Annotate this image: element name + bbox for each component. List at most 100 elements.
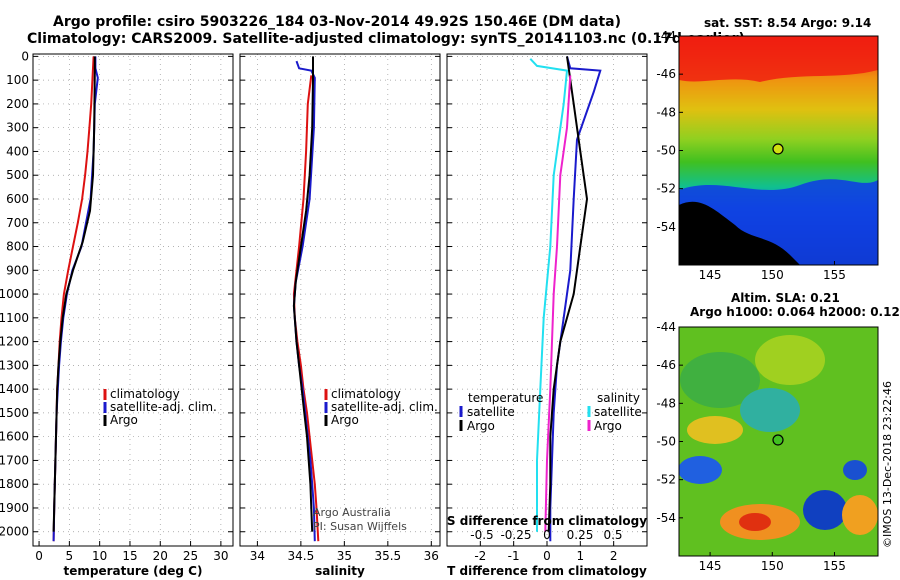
y-tick-label: 1800 [0,477,29,491]
legend-title-salinity: salinity [597,391,640,405]
sst-map-title: sat. SST: 8.54 Argo: 9.14 [704,16,871,30]
y-tick-label: 800 [6,240,29,254]
y-tick-label: 1400 [0,382,29,396]
series-line-t-argo [547,56,589,532]
x-tick-label: 20 [153,549,168,563]
x-tick-label-salinity: 0.25 [567,528,594,542]
legend-label: satellite [594,405,642,419]
y-tick-label: 900 [6,263,29,277]
legend-label: Argo [110,413,138,427]
x-tick-label: 0 [35,549,43,563]
map-y-tick-label: -52 [656,473,676,487]
x-tick-label: -2 [474,549,486,563]
x-tick-label: 34.5 [288,549,315,563]
title-line-1: Argo profile: csiro 5903226_184 03-Nov-2… [53,14,621,30]
x-axis-label: T difference from climatology [447,564,647,578]
map-y-tick-label: -46 [656,67,676,81]
x-axis-label: temperature (deg C) [64,564,203,578]
y-tick-label: 0 [21,49,29,63]
map-y-tick-label: -50 [656,144,676,158]
sla-map-title-2: Argo h1000: 0.064 h2000: 0.12 [690,305,900,319]
map-x-tick-label: 145 [699,268,722,282]
sla-anomaly-2 [755,335,825,385]
legend-label: Argo [594,419,622,433]
sst-argo-marker [772,143,784,155]
series-line-satellite-adj-clim- [52,56,99,542]
x-tick-label: -1 [508,549,520,563]
sla-map-axes: 145 150 155 -44 -46 -48 -50 -52 -54 [656,320,846,573]
legend-title-temperature: temperature [468,391,543,405]
map-x-tick-label: 155 [823,559,846,573]
y-tick-label: 1100 [0,311,29,325]
x-tick-label: 15 [122,549,137,563]
map-y-tick-label: -48 [656,396,676,410]
series-line-climatology [52,56,95,542]
y-tick-label: 1300 [0,358,29,372]
imos-watermark: ©IMOS 13-Dec-2018 23:22:46 [881,381,894,548]
temperature-panel: 0 5 10 15 20 25 30 temperature (deg C) 0 100 200 30… [0,49,234,578]
sst-land-mask [679,201,800,265]
y-tick-label: 1900 [0,501,29,515]
sst-warm-patch [679,36,878,82]
legend-label: Argo [467,419,495,433]
x-axis-label-salinity: S difference from climatology [447,514,647,528]
map-y-tick-label: -46 [656,358,676,372]
sla-anomaly-3 [687,416,743,444]
sla-map-title-1: Altim. SLA: 0.21 [731,291,840,305]
x-tick-label: 30 [213,549,228,563]
x-axis-label: salinity [315,564,365,578]
y-tick-label: 600 [6,192,29,206]
x-tick-label-salinity: 0 [543,528,551,542]
series-line-argo [292,56,314,532]
x-tick-label-salinity: -0.5 [470,528,493,542]
y-tick-label: 200 [6,97,29,111]
y-tick-label: 1500 [0,406,29,420]
plot-frame [32,53,234,547]
sst-map-axes: 145 150 155 -44 -46 -48 -50 -52 -54 [656,29,846,282]
map-y-tick-label: -44 [656,320,676,334]
x-tick-label: 36 [424,549,439,563]
title-line-2: Climatology: CARS2009. Satellite-adjuste… [27,31,745,47]
x-tick-label: 10 [92,549,107,563]
x-tick-label-salinity: -0.25 [500,528,531,542]
plot-frame [239,53,441,547]
y-tick-label: 300 [6,121,29,135]
legend-label: satellite [467,405,515,419]
series-line-s-satellite [529,58,569,532]
map-y-tick-label: -50 [656,435,676,449]
series-line-argo [52,56,96,532]
x-tick-label: 5 [66,549,74,563]
series-line-s-argo [544,75,572,532]
map-x-tick-label: 150 [761,268,784,282]
map-y-tick-label: -48 [656,105,676,119]
series-line-t-satellite [549,56,602,542]
map-y-tick-label: -44 [656,29,676,43]
y-tick-label: 100 [6,73,29,87]
sla-anomaly-1 [680,352,760,408]
map-y-tick-label: -54 [656,511,676,525]
sla-argo-marker [772,434,784,446]
y-tick-label: 1000 [0,287,29,301]
y-tick-label: 500 [6,168,29,182]
x-tick-label-salinity: 0.5 [603,528,622,542]
difference-panel: -2 -1 0 1 2T difference from climatology temp… [446,53,648,578]
legend-label: satellite-adj. clim. [110,400,217,414]
y-tick-label: 1200 [0,335,29,349]
legend-label: climatology [110,387,180,401]
credit-line-1: Argo Australia [313,506,391,519]
sla-anomaly-8 [739,513,771,531]
sla-anomaly-9 [842,495,878,535]
y-tick-label: 700 [6,216,29,230]
y-tick-label: 400 [6,144,29,158]
sla-anomaly-5 [679,456,722,484]
map-y-tick-label: -52 [656,182,676,196]
legend-label: satellite-adj. clim. [331,400,438,414]
series-line-climatology [292,75,320,542]
salinity-panel: 34 34.5 35 35.5 36 salinity climatologysatelli… [239,53,441,578]
y-tick-label: 2000 [0,525,29,539]
map-x-tick-label: 145 [699,559,722,573]
legend-label: Argo [331,413,359,427]
x-tick-label: 2 [610,549,618,563]
map-x-tick-label: 150 [761,559,784,573]
